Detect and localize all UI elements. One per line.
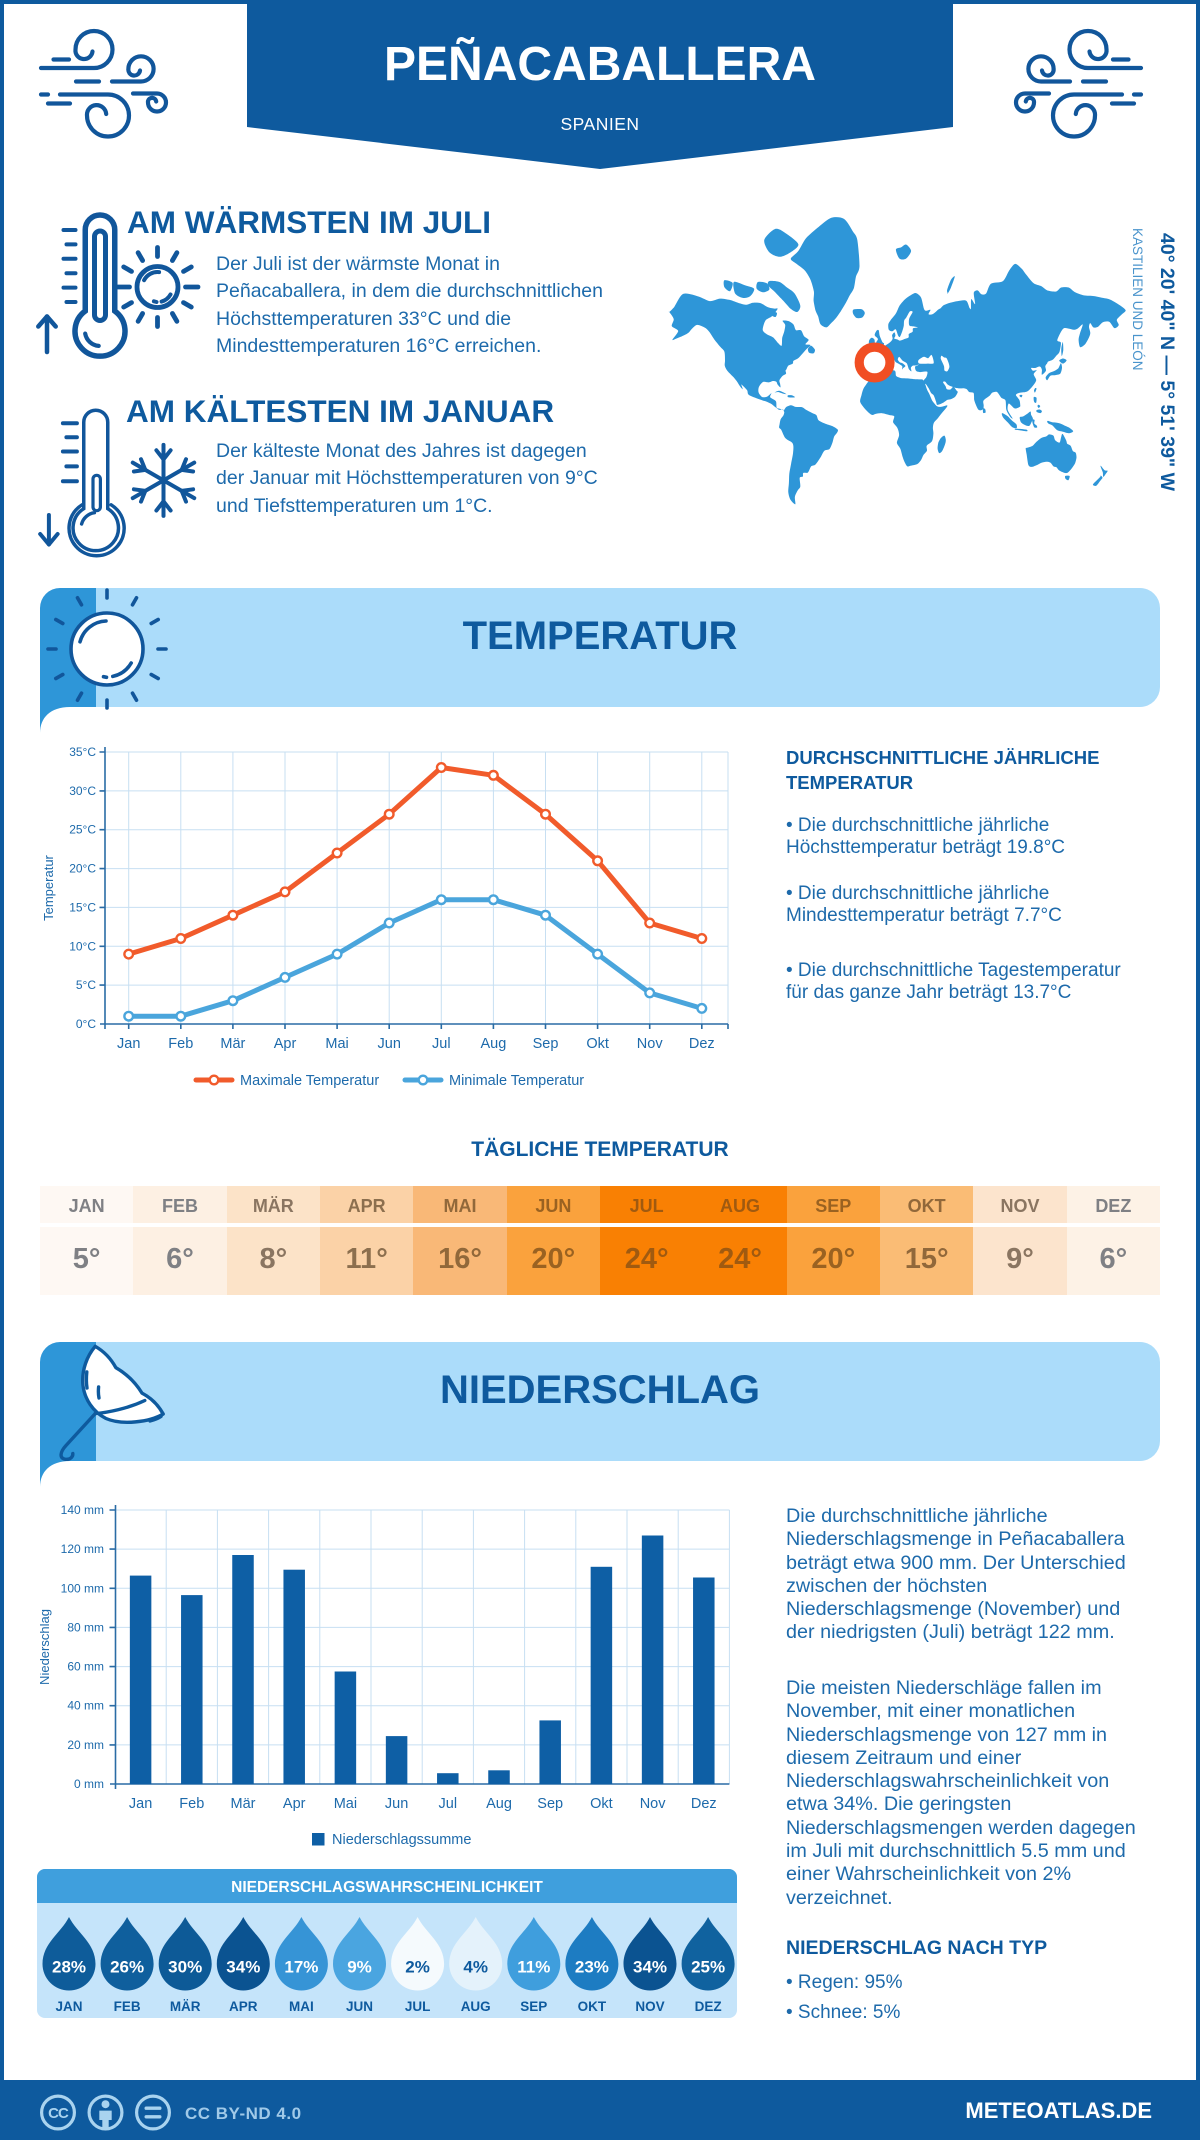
svg-text:Okt: Okt — [586, 1036, 609, 1052]
svg-text:15°C: 15°C — [69, 900, 96, 914]
svg-text:Okt: Okt — [590, 1796, 613, 1812]
svg-text:28%: 28% — [52, 1958, 86, 1977]
svg-text:34%: 34% — [226, 1958, 260, 1977]
svg-text:AUG: AUG — [461, 1999, 491, 2014]
svg-text:JUL: JUL — [405, 1999, 431, 2014]
svg-text:35°C: 35°C — [69, 745, 96, 759]
svg-text:DEZ: DEZ — [695, 1999, 722, 2014]
svg-text:NOV: NOV — [635, 1999, 664, 2014]
svg-text:SEP: SEP — [520, 1999, 547, 2014]
svg-text:FEB: FEB — [114, 1999, 141, 2014]
svg-text:Minimale Temperatur: Minimale Temperatur — [449, 1073, 584, 1089]
svg-text:34%: 34% — [633, 1958, 667, 1977]
svg-text:JAN: JAN — [55, 1999, 82, 2014]
svg-text:JUN: JUN — [346, 1999, 373, 2014]
svg-text:120 mm: 120 mm — [61, 1542, 104, 1556]
svg-text:Temperatur: Temperatur — [41, 854, 56, 920]
svg-text:25°C: 25°C — [69, 823, 96, 837]
svg-text:Mär: Mär — [231, 1796, 256, 1812]
svg-text:5°C: 5°C — [76, 978, 96, 992]
svg-text:Aug: Aug — [486, 1796, 512, 1812]
svg-text:2%: 2% — [405, 1958, 430, 1977]
svg-text:30%: 30% — [168, 1958, 202, 1977]
svg-text:Sep: Sep — [533, 1036, 559, 1052]
svg-text:20 mm: 20 mm — [67, 1738, 104, 1752]
svg-text:10°C: 10°C — [69, 939, 96, 953]
svg-text:MÄR: MÄR — [170, 1999, 201, 2014]
svg-text:17%: 17% — [284, 1958, 318, 1977]
svg-text:26%: 26% — [110, 1958, 144, 1977]
svg-text:Niederschlag: Niederschlag — [40, 1609, 52, 1685]
svg-text:Nov: Nov — [640, 1796, 667, 1812]
svg-text:NIEDERSCHLAGSWAHRSCHEINLICHKEI: NIEDERSCHLAGSWAHRSCHEINLICHKEIT — [231, 1879, 543, 1896]
svg-text:Sep: Sep — [537, 1796, 563, 1812]
svg-text:Jul: Jul — [432, 1036, 451, 1052]
svg-text:0 mm: 0 mm — [74, 1777, 104, 1791]
svg-text:23%: 23% — [575, 1958, 609, 1977]
svg-text:140 mm: 140 mm — [61, 1503, 104, 1517]
svg-text:Apr: Apr — [283, 1796, 306, 1812]
svg-text:100 mm: 100 mm — [61, 1581, 104, 1595]
svg-text:Mai: Mai — [325, 1036, 348, 1052]
svg-text:40 mm: 40 mm — [67, 1699, 104, 1713]
svg-text:11%: 11% — [517, 1958, 550, 1977]
svg-text:20°C: 20°C — [69, 862, 96, 876]
svg-text:Jul: Jul — [439, 1796, 458, 1812]
svg-text:OKT: OKT — [578, 1999, 607, 2014]
svg-text:Maximale Temperatur: Maximale Temperatur — [240, 1073, 379, 1089]
svg-text:Mär: Mär — [220, 1036, 245, 1052]
svg-text:4%: 4% — [463, 1958, 488, 1977]
svg-text:Dez: Dez — [689, 1036, 715, 1052]
svg-text:0°C: 0°C — [76, 1017, 96, 1031]
svg-text:CC: CC — [48, 2105, 69, 2122]
svg-text:Jan: Jan — [117, 1036, 140, 1052]
svg-text:80 mm: 80 mm — [67, 1620, 104, 1634]
svg-text:30°C: 30°C — [69, 784, 96, 798]
svg-text:Apr: Apr — [274, 1036, 297, 1052]
svg-text:Jun: Jun — [385, 1796, 408, 1812]
svg-text:Feb: Feb — [168, 1036, 193, 1052]
svg-text:MAI: MAI — [289, 1999, 314, 2014]
svg-text:Mai: Mai — [334, 1796, 357, 1812]
svg-text:Nov: Nov — [637, 1036, 664, 1052]
svg-text:CC BY-ND 4.0: CC BY-ND 4.0 — [185, 2104, 302, 2123]
svg-text:Aug: Aug — [480, 1036, 506, 1052]
svg-text:Feb: Feb — [179, 1796, 204, 1812]
svg-text:60 mm: 60 mm — [67, 1660, 104, 1674]
svg-text:APR: APR — [229, 1999, 258, 2014]
svg-text:9%: 9% — [347, 1958, 372, 1977]
svg-text:Jun: Jun — [378, 1036, 401, 1052]
svg-text:25%: 25% — [691, 1958, 725, 1977]
svg-text:Niederschlagssumme: Niederschlagssumme — [332, 1832, 471, 1848]
svg-text:Jan: Jan — [129, 1796, 152, 1812]
svg-text:Dez: Dez — [691, 1796, 717, 1812]
